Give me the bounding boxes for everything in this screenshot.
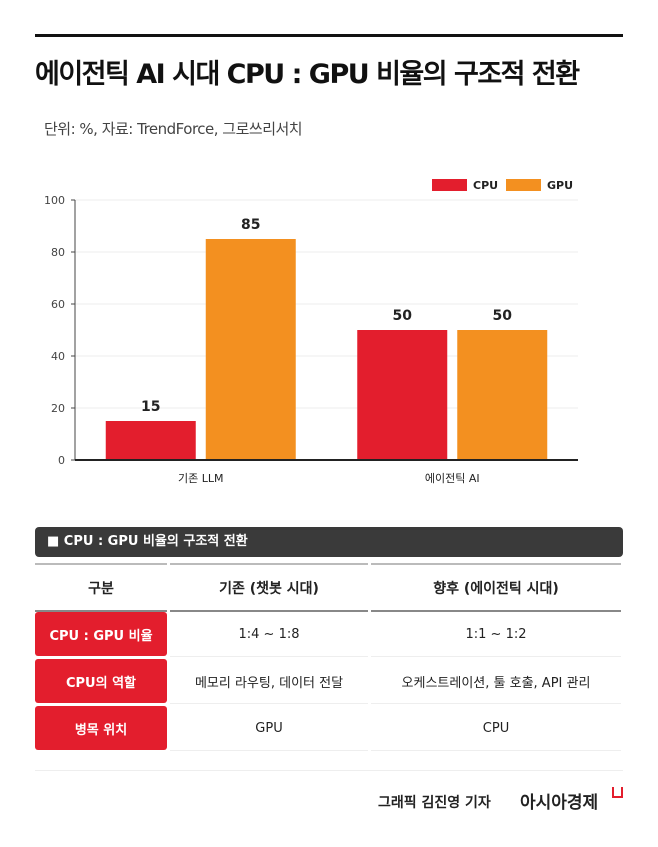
data-label: 85 [241,217,260,233]
top-rule [35,34,623,37]
y-tick-label: 100 [44,194,65,207]
header-before: 기존 (챗봇 시대) [170,563,368,612]
y-tick-label: 20 [51,402,65,415]
data-label: 50 [493,308,513,324]
footer-divider [35,770,623,771]
y-tick-label: 40 [51,350,65,363]
bar-gpu [205,239,296,460]
cell-bottleneck-after: CPU [371,706,621,751]
bar-chart: 0 20 40 60 80 100 기존 LLM 15 85 에이전틱 AI 50 50 CPU GPU [44,179,578,485]
row-label-bottleneck: 병목 위치 [35,706,167,750]
row-label-role: CPU의 역할 [35,659,167,703]
legend-swatch [506,179,541,191]
y-tick-label: 80 [51,246,65,259]
bar-cpu [357,330,448,460]
page-title: 에이전틱 AI 시대 CPU : GPU 비율의 구조적 전환 [35,59,580,90]
legend-label: CPU [473,179,498,192]
subtitle: 단위: %, 자료: TrendForce, 그로쓰리서치 [44,120,303,138]
x-tick-label: 기존 LLM [178,472,223,485]
cell-ratio-after: 1:1 ~ 1:2 [371,612,621,657]
table-title-bar: ■ CPU : GPU 비율의 구조적 전환 [35,527,623,557]
cell-role-before: 메모리 라우팅, 데이터 전달 [170,659,368,704]
y-tick-label: 0 [58,454,65,467]
brand-mark-icon [612,787,623,798]
footer-credit: 그래픽 김진영 기자 [378,795,491,811]
legend-label: GPU [547,179,573,192]
cell-role-after: 오케스트레이션, 툴 호출, API 관리 [371,659,621,704]
cell-ratio-before: 1:4 ~ 1:8 [170,612,368,657]
legend-swatch [432,179,467,191]
bar-cpu [105,421,196,460]
x-tick-label: 에이전틱 AI [425,472,480,485]
row-label-ratio: CPU : GPU 비율 [35,612,167,656]
header-after: 향후 (에이전틱 시대) [371,563,621,612]
bar-gpu [457,330,548,460]
data-label: 50 [393,308,413,324]
brand-logo: 아시아경제 [520,793,599,813]
table-title: ■ CPU : GPU 비율의 구조적 전환 [47,534,248,549]
header-category: 구분 [35,563,167,612]
y-tick-label: 60 [51,298,65,311]
data-label: 15 [141,399,160,415]
cell-bottleneck-before: GPU [170,706,368,751]
